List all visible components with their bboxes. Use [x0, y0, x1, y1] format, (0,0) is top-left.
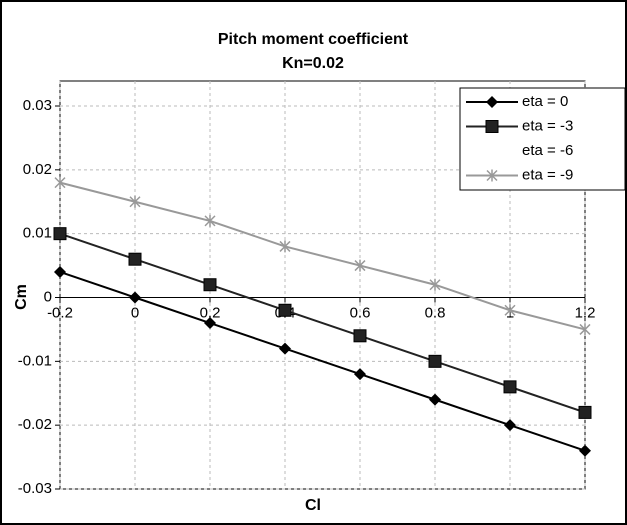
point — [504, 419, 516, 432]
point — [578, 405, 592, 419]
point — [279, 342, 291, 355]
point — [278, 303, 292, 317]
point — [503, 380, 517, 394]
point — [504, 304, 516, 317]
series-line — [59, 181, 586, 331]
legend-label: eta = 0 — [522, 93, 568, 110]
point — [54, 176, 66, 189]
point — [128, 252, 142, 266]
point — [354, 368, 366, 381]
x-tick-label: 0.6 — [350, 304, 371, 321]
x-axis-label: Cl — [305, 497, 321, 514]
x-tick-label: 1.2 — [575, 304, 596, 321]
y-tick-label: 0.02 — [23, 161, 52, 178]
point — [279, 240, 291, 253]
y-tick-label: 0.03 — [23, 97, 52, 114]
series-line — [59, 271, 586, 452]
point — [204, 317, 216, 330]
legend-marker — [486, 96, 498, 108]
chart-title: Pitch moment coefficient — [218, 31, 409, 48]
series-line — [59, 232, 586, 414]
x-tick-label: 0 — [131, 304, 139, 321]
y-tick-label: -0.01 — [18, 352, 52, 369]
y-axis-label: Cm — [13, 284, 30, 310]
point — [129, 291, 141, 304]
point — [129, 195, 141, 208]
point — [428, 354, 442, 368]
point — [53, 227, 67, 241]
y-tick-label: -0.03 — [18, 480, 52, 497]
x-tick-label: 0.2 — [200, 304, 221, 321]
point — [353, 329, 367, 343]
chart-subtitle: Kn=0.02 — [282, 55, 344, 72]
point — [204, 214, 216, 227]
point — [354, 259, 366, 272]
point — [579, 323, 591, 336]
legend-label: eta = -6 — [522, 142, 573, 159]
y-tick-label: 0 — [44, 288, 52, 305]
x-tick-label: -0.2 — [47, 304, 73, 321]
legend-label: eta = -9 — [522, 166, 573, 183]
point — [54, 265, 66, 278]
point — [579, 444, 591, 457]
legend-marker — [485, 120, 499, 133]
point — [429, 393, 441, 406]
y-tick-label: 0.01 — [23, 225, 52, 242]
legend-box — [459, 87, 626, 191]
point — [429, 278, 441, 291]
legend-marker — [486, 169, 498, 182]
point — [203, 278, 217, 292]
legend-label: eta = -3 — [522, 117, 573, 134]
x-tick-label: 0.8 — [425, 304, 446, 321]
y-tick-label: -0.02 — [18, 416, 52, 433]
